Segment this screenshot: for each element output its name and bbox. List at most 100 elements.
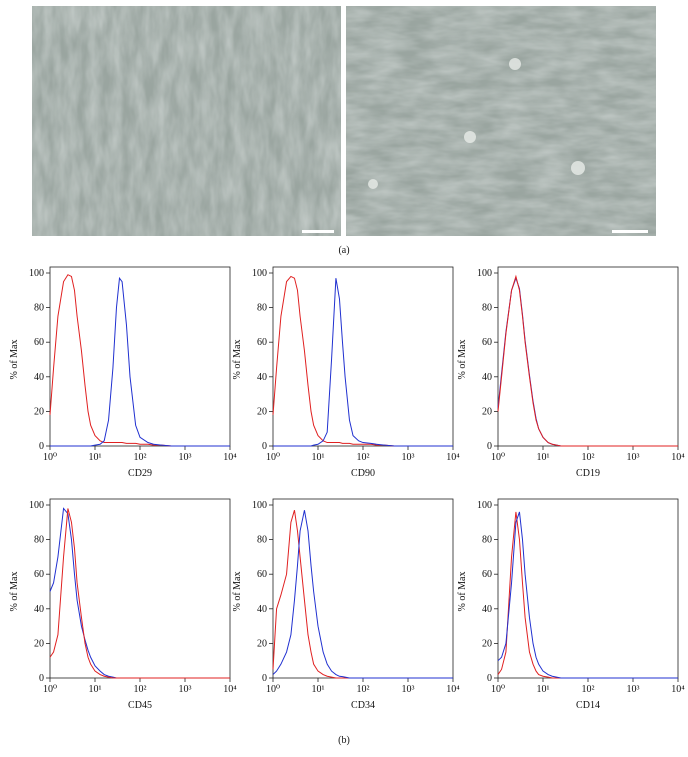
y-tick-label: 20 bbox=[257, 638, 267, 649]
y-tick-label: 0 bbox=[262, 673, 267, 684]
y-tick-label: 40 bbox=[482, 372, 492, 383]
y-tick-label: 20 bbox=[34, 406, 44, 417]
y-axis-label: % of Max bbox=[232, 340, 243, 380]
y-tick-label: 20 bbox=[34, 638, 44, 649]
plot-frame bbox=[49, 266, 231, 447]
y-tick-label: 0 bbox=[487, 673, 492, 684]
y-tick-label: 0 bbox=[39, 441, 44, 452]
x-axis-label: CD29 bbox=[128, 468, 152, 479]
x-tick-label: 10¹ bbox=[89, 452, 102, 463]
histogram-line bbox=[49, 507, 230, 679]
y-axis-label: % of Max bbox=[9, 340, 20, 380]
y-tick-label: 80 bbox=[482, 303, 492, 314]
x-tick-label: 10³ bbox=[179, 684, 192, 695]
x-tick-label: 10⁰ bbox=[491, 684, 505, 695]
y-tick-label: 60 bbox=[34, 337, 44, 348]
x-tick-label: 10⁴ bbox=[446, 452, 460, 463]
histogram-line bbox=[50, 276, 230, 447]
y-axis-label: % of Max bbox=[9, 572, 20, 612]
y-tick-label: 60 bbox=[482, 337, 492, 348]
x-axis-label: CD90 bbox=[351, 468, 375, 479]
y-tick-label: 60 bbox=[34, 569, 44, 580]
y-tick-label: 100 bbox=[252, 500, 267, 511]
y-tick-label: 20 bbox=[482, 638, 492, 649]
y-tick-label: 80 bbox=[482, 535, 492, 546]
x-axis-label: CD19 bbox=[576, 468, 600, 479]
y-tick-label: 40 bbox=[34, 372, 44, 383]
x-tick-label: 10¹ bbox=[537, 684, 550, 695]
y-tick-label: 0 bbox=[262, 441, 267, 452]
x-tick-label: 10³ bbox=[627, 684, 640, 695]
x-tick-label: 10¹ bbox=[537, 452, 550, 463]
x-tick-label: 10⁴ bbox=[446, 684, 460, 695]
x-tick-label: 10¹ bbox=[89, 684, 102, 695]
y-tick-label: 80 bbox=[257, 535, 267, 546]
x-tick-label: 10⁴ bbox=[223, 684, 237, 695]
x-tick-label: 10¹ bbox=[312, 684, 325, 695]
x-tick-label: 10⁰ bbox=[43, 452, 57, 463]
x-tick-label: 10³ bbox=[179, 452, 192, 463]
x-tick-label: 10² bbox=[357, 452, 370, 463]
y-tick-label: 60 bbox=[482, 569, 492, 580]
micrograph bbox=[346, 6, 656, 236]
x-tick-label: 10² bbox=[357, 684, 370, 695]
x-tick-label: 10⁰ bbox=[266, 684, 280, 695]
y-tick-label: 40 bbox=[257, 604, 267, 615]
histogram-line bbox=[497, 511, 678, 679]
histogram-line bbox=[49, 508, 230, 679]
plot-frame bbox=[497, 498, 679, 679]
plot-frame bbox=[497, 266, 679, 447]
histogram-line bbox=[497, 274, 678, 447]
histogram-line bbox=[273, 278, 453, 447]
x-tick-label: 10⁰ bbox=[43, 684, 57, 695]
y-tick-label: 0 bbox=[39, 673, 44, 684]
y-tick-label: 60 bbox=[257, 569, 267, 580]
y-tick-label: 40 bbox=[257, 372, 267, 383]
y-tick-label: 0 bbox=[487, 441, 492, 452]
y-tick-label: 100 bbox=[477, 268, 492, 279]
x-axis-label: CD45 bbox=[128, 700, 152, 711]
micrograph bbox=[32, 6, 341, 236]
panel-label: (b) bbox=[338, 735, 350, 746]
histogram-line bbox=[272, 275, 453, 447]
x-tick-label: 10³ bbox=[627, 452, 640, 463]
x-tick-label: 10¹ bbox=[312, 452, 325, 463]
panel-label: (a) bbox=[338, 245, 349, 256]
y-tick-label: 60 bbox=[257, 337, 267, 348]
x-tick-label: 10⁰ bbox=[491, 452, 505, 463]
y-axis-label: % of Max bbox=[232, 572, 243, 612]
x-tick-label: 10² bbox=[134, 452, 147, 463]
histogram-line bbox=[497, 511, 678, 679]
x-tick-label: 10⁰ bbox=[266, 452, 280, 463]
y-tick-label: 80 bbox=[34, 303, 44, 314]
y-tick-label: 100 bbox=[252, 268, 267, 279]
y-tick-label: 100 bbox=[477, 500, 492, 511]
y-tick-label: 40 bbox=[482, 604, 492, 615]
x-tick-label: 10² bbox=[582, 684, 595, 695]
x-tick-label: 10⁴ bbox=[671, 452, 685, 463]
y-tick-label: 100 bbox=[29, 500, 44, 511]
y-tick-label: 100 bbox=[29, 268, 44, 279]
plot-frame bbox=[49, 498, 231, 679]
plot-frame bbox=[272, 266, 454, 447]
plot-frame bbox=[272, 498, 454, 679]
y-tick-label: 80 bbox=[257, 303, 267, 314]
x-axis-label: CD14 bbox=[576, 700, 600, 711]
y-tick-label: 80 bbox=[34, 535, 44, 546]
histogram-line bbox=[497, 276, 678, 447]
x-tick-label: 10⁴ bbox=[223, 452, 237, 463]
y-axis-label: % of Max bbox=[457, 340, 468, 380]
x-tick-label: 10³ bbox=[402, 452, 415, 463]
y-tick-label: 20 bbox=[257, 406, 267, 417]
x-axis-label: CD34 bbox=[351, 700, 375, 711]
x-tick-label: 10² bbox=[582, 452, 595, 463]
x-tick-label: 10³ bbox=[402, 684, 415, 695]
y-tick-label: 20 bbox=[482, 406, 492, 417]
x-tick-label: 10⁴ bbox=[671, 684, 685, 695]
histogram-line bbox=[272, 510, 453, 679]
histogram-line bbox=[49, 274, 230, 447]
y-axis-label: % of Max bbox=[457, 572, 468, 612]
x-tick-label: 10² bbox=[134, 684, 147, 695]
y-tick-label: 40 bbox=[34, 604, 44, 615]
